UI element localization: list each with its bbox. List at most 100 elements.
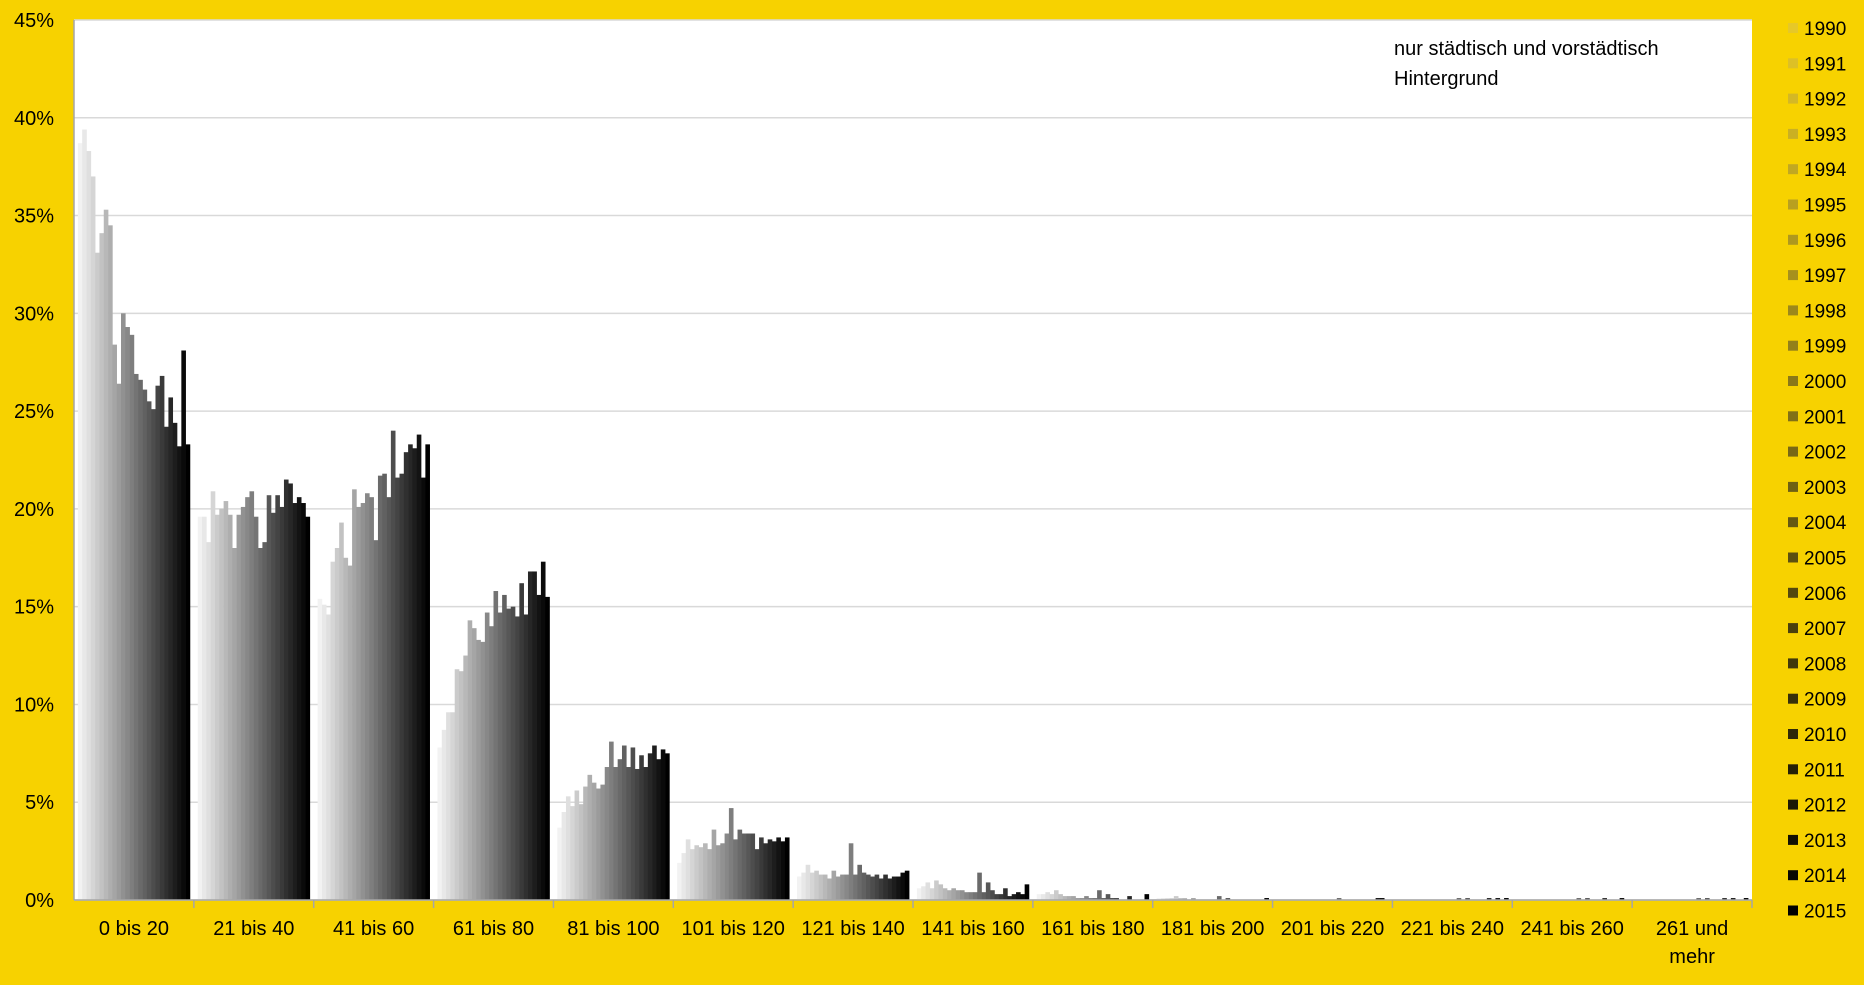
bar-13-2004 xyxy=(1696,898,1701,900)
bar-1-1994 xyxy=(214,514,220,900)
bar-4-2008 xyxy=(634,768,640,900)
bar-9-1995 xyxy=(1178,898,1183,900)
bar-8-2003 xyxy=(1092,898,1098,900)
bar-5-2015 xyxy=(784,837,790,900)
legend: 1990 1991 1992 1993 1994 1995 1996 1997 1998 1999… xyxy=(1788,19,1847,923)
bar-8-2015 xyxy=(1144,894,1150,900)
legend-label-2007: 2007 xyxy=(1804,619,1846,640)
bar-11-2013 xyxy=(1495,898,1501,900)
bar-2-1999 xyxy=(356,506,362,900)
bar-10-2004 xyxy=(1336,898,1342,900)
bar-6-1996 xyxy=(822,874,828,900)
bar-8-2002 xyxy=(1088,898,1094,900)
legend-label-2009: 2009 xyxy=(1804,690,1846,711)
bar-11-2011 xyxy=(1486,898,1492,900)
bar-2-2011 xyxy=(408,444,413,900)
bar-7-1994 xyxy=(934,880,939,900)
x-tick-label: 81 bis 100 xyxy=(567,918,659,940)
bar-10-2014 xyxy=(1379,898,1385,900)
bar-5-2008 xyxy=(754,849,760,900)
bar-8-1996 xyxy=(1062,896,1068,900)
bar-0-2009 xyxy=(159,375,165,900)
bar-4-1993 xyxy=(570,806,575,900)
x-tick-label: 0 bis 20 xyxy=(99,918,169,940)
bar-5-2009 xyxy=(759,837,764,900)
bar-3-2015 xyxy=(545,596,550,900)
bar-8-2007 xyxy=(1110,898,1115,900)
bar-3-1993 xyxy=(450,712,456,900)
bar-1-1992 xyxy=(206,542,211,900)
legend-swatch-1992 xyxy=(1788,93,1798,104)
bar-10-2013 xyxy=(1375,898,1381,900)
bar-4-1992 xyxy=(565,796,571,900)
bar-1-2013 xyxy=(296,497,302,900)
bar-3-2009 xyxy=(519,583,524,900)
bar-4-1996 xyxy=(583,786,588,900)
bar-2-2004 xyxy=(377,475,383,900)
bar-3-1998 xyxy=(471,628,477,900)
bar-6-2010 xyxy=(883,874,888,900)
bar-5-1994 xyxy=(694,845,700,900)
bar-1-2008 xyxy=(275,495,280,900)
legend-label-2012: 2012 xyxy=(1804,796,1846,817)
y-tick-label: 0% xyxy=(25,890,54,912)
x-tick-label: 221 bis 240 xyxy=(1401,918,1504,940)
bar-13-2012 xyxy=(1730,898,1736,900)
bar-6-2013 xyxy=(896,876,901,900)
bars xyxy=(77,129,1749,901)
bar-6-1999 xyxy=(835,876,841,900)
bar-1-1997 xyxy=(227,514,233,900)
bar-3-2001 xyxy=(484,612,490,900)
bar-8-1992 xyxy=(1045,892,1050,900)
bar-2-1996 xyxy=(343,557,349,900)
legend-label-2002: 2002 xyxy=(1804,443,1846,464)
legend-label-1999: 1999 xyxy=(1804,337,1846,358)
bar-4-1999 xyxy=(596,788,601,900)
bar-9-1993 xyxy=(1169,898,1175,900)
bar-4-2004 xyxy=(617,759,623,900)
bar-1-1996 xyxy=(223,501,229,900)
bar-9-2004 xyxy=(1216,896,1222,900)
bar-3-2006 xyxy=(506,608,512,900)
x-tick-label: 181 bis 200 xyxy=(1161,918,1264,940)
bar-1-2009 xyxy=(279,506,285,900)
legend-swatch-1998 xyxy=(1788,305,1798,316)
legend-label-1993: 1993 xyxy=(1804,125,1846,146)
bar-9-2006 xyxy=(1225,898,1231,900)
bar-2-2003 xyxy=(373,540,379,900)
legend-label-1992: 1992 xyxy=(1804,90,1846,111)
x-tick-label: 41 bis 60 xyxy=(333,918,414,940)
bar-2-1991 xyxy=(321,604,327,900)
bar-0-2006 xyxy=(146,401,152,900)
bar-0-2000 xyxy=(120,313,126,900)
legend-swatch-2012 xyxy=(1788,799,1798,810)
bar-1-2002 xyxy=(249,491,255,900)
bar-4-2009 xyxy=(639,755,644,900)
bar-8-2008 xyxy=(1114,898,1119,900)
bar-3-2007 xyxy=(510,606,516,900)
legend-swatch-1995 xyxy=(1788,199,1798,210)
bar-0-1994 xyxy=(95,252,100,900)
bar-7-2004 xyxy=(977,872,982,900)
bar-2-2014 xyxy=(421,477,426,900)
bar-4-2011 xyxy=(647,753,653,900)
bar-7-2005 xyxy=(981,892,987,900)
legend-swatch-2009 xyxy=(1788,693,1798,704)
bar-13-2006 xyxy=(1705,898,1710,900)
bar-2-2006 xyxy=(386,497,392,900)
bar-3-2003 xyxy=(493,591,499,900)
bar-2-1995 xyxy=(339,522,344,900)
bar-2-2000 xyxy=(360,503,366,900)
bar-7-1991 xyxy=(921,886,926,900)
bar-6-2011 xyxy=(887,878,893,900)
x-tick-label: 241 bis 260 xyxy=(1521,918,1624,940)
annotation-line-1: nur städtisch und vorstädtisch xyxy=(1394,38,1659,60)
legend-swatch-2008 xyxy=(1788,658,1798,669)
bar-4-1995 xyxy=(578,804,584,900)
x-tick-label: 101 bis 120 xyxy=(682,918,785,940)
bar-2-1997 xyxy=(347,565,353,900)
bar-0-1990 xyxy=(77,143,83,900)
bar-7-2007 xyxy=(990,890,995,900)
bar-2-2008 xyxy=(395,477,400,900)
bar-4-1994 xyxy=(574,790,580,900)
